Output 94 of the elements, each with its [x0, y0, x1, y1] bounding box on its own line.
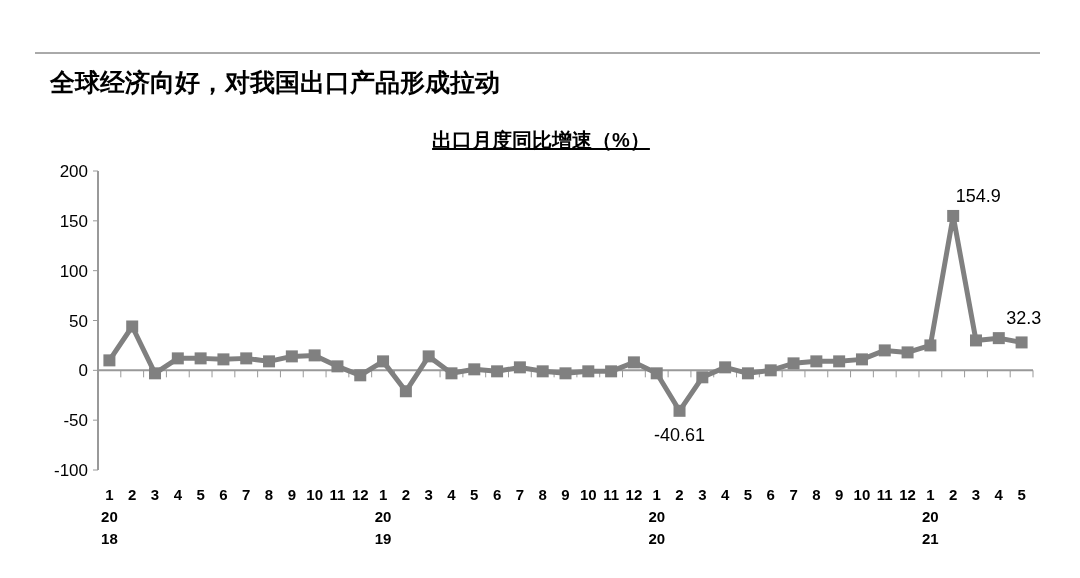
point	[855, 353, 868, 366]
point	[308, 349, 321, 362]
x-tick-label: 4	[173, 486, 183, 503]
x-tick-label: 3	[698, 486, 707, 503]
point	[126, 320, 139, 333]
chart-subtitle: 出口月度同比增速（%）	[432, 129, 650, 151]
x-tick-label: 9	[287, 486, 297, 503]
point	[240, 352, 253, 365]
x-tick-label: 2	[949, 486, 958, 503]
point	[901, 346, 914, 359]
x-tick-label: 1 20 21	[922, 486, 939, 547]
y-tick-label: 100	[59, 261, 88, 281]
x-tick-label: 10	[306, 486, 323, 503]
point	[719, 361, 732, 374]
point	[741, 367, 754, 380]
x-tick-label: 9	[561, 486, 570, 503]
point	[217, 353, 230, 366]
point	[149, 367, 162, 380]
y-tick-label: 50	[69, 311, 88, 331]
point	[194, 352, 207, 365]
x-tick-label: 5	[743, 486, 753, 503]
point	[445, 367, 458, 380]
y-tick-label: 150	[59, 211, 88, 231]
x-tick-label: 12	[625, 486, 643, 503]
x-tick-label: 5	[196, 486, 205, 503]
data-label: 154.9	[955, 185, 1001, 206]
point	[285, 350, 298, 363]
point	[377, 355, 390, 368]
point	[263, 355, 276, 368]
y-tick-label: 200	[59, 162, 88, 181]
x-tick-label: 10	[853, 486, 871, 503]
x-tick-label: 1 20 18	[101, 486, 118, 547]
x-tick-label: 3	[971, 486, 981, 503]
point	[422, 350, 435, 363]
x-tick-label: 6	[219, 486, 228, 503]
x-tick-label: 8	[538, 486, 547, 503]
x-tick-label: 7	[242, 486, 251, 503]
point	[331, 360, 344, 373]
point	[605, 365, 618, 378]
x-tick-label: 4	[447, 486, 457, 503]
point	[833, 355, 846, 368]
x-tick-label: 4	[994, 486, 1004, 503]
point	[354, 369, 367, 382]
x-tick-label: 5	[470, 486, 479, 503]
x-tick-label: 2	[128, 486, 137, 503]
point	[491, 365, 504, 378]
x-tick-label: 5	[1017, 486, 1026, 503]
x-tick-label: 2	[675, 486, 684, 503]
point	[764, 364, 777, 377]
x-tick-label: 10	[579, 486, 597, 503]
x-tick-label: 6	[492, 486, 502, 503]
point	[969, 334, 982, 347]
x-tick-label: 12	[351, 486, 369, 503]
x-tick-label: 7	[515, 486, 525, 503]
point	[399, 385, 412, 398]
point	[878, 344, 891, 357]
point	[650, 367, 663, 380]
x-tick-label: 1 20 20	[648, 486, 666, 547]
y-tick-label: 0	[78, 361, 88, 381]
chart-title: 全球经济向好，对我国出口产品形成拉动	[49, 68, 500, 96]
point	[468, 363, 481, 376]
point	[627, 356, 640, 369]
point	[582, 365, 595, 378]
point	[536, 365, 549, 378]
x-tick-label: 11	[603, 486, 620, 503]
point	[1015, 336, 1028, 349]
x-tick-label: 8	[264, 486, 274, 503]
point	[103, 354, 116, 367]
point	[513, 361, 526, 374]
data-label: 32.3	[1006, 308, 1042, 329]
point	[171, 352, 184, 365]
y-tick-label: -100	[53, 461, 88, 480]
x-tick-label: 4	[720, 486, 730, 503]
point	[947, 209, 960, 222]
x-tick-label: 1 20 19	[374, 486, 392, 547]
point	[810, 355, 823, 368]
point	[559, 367, 572, 380]
x-tick-label: 3	[150, 486, 160, 503]
point	[924, 339, 937, 352]
x-tick-label: 2	[401, 486, 411, 503]
x-tick-label: 9	[834, 486, 844, 503]
data-label: -40.61	[654, 424, 706, 445]
x-tick-label: 11	[329, 486, 346, 503]
point	[787, 357, 800, 370]
point	[696, 371, 709, 384]
y-tick-label: -50	[63, 411, 88, 431]
x-tick-label: 3	[424, 486, 433, 503]
x-tick-label: 12	[899, 486, 916, 503]
x-tick-label: 6	[766, 486, 775, 503]
x-tick-label: 8	[812, 486, 821, 503]
point	[992, 332, 1005, 345]
x-tick-label: 11	[876, 486, 893, 503]
point	[673, 404, 686, 417]
x-tick-label: 7	[789, 486, 798, 503]
